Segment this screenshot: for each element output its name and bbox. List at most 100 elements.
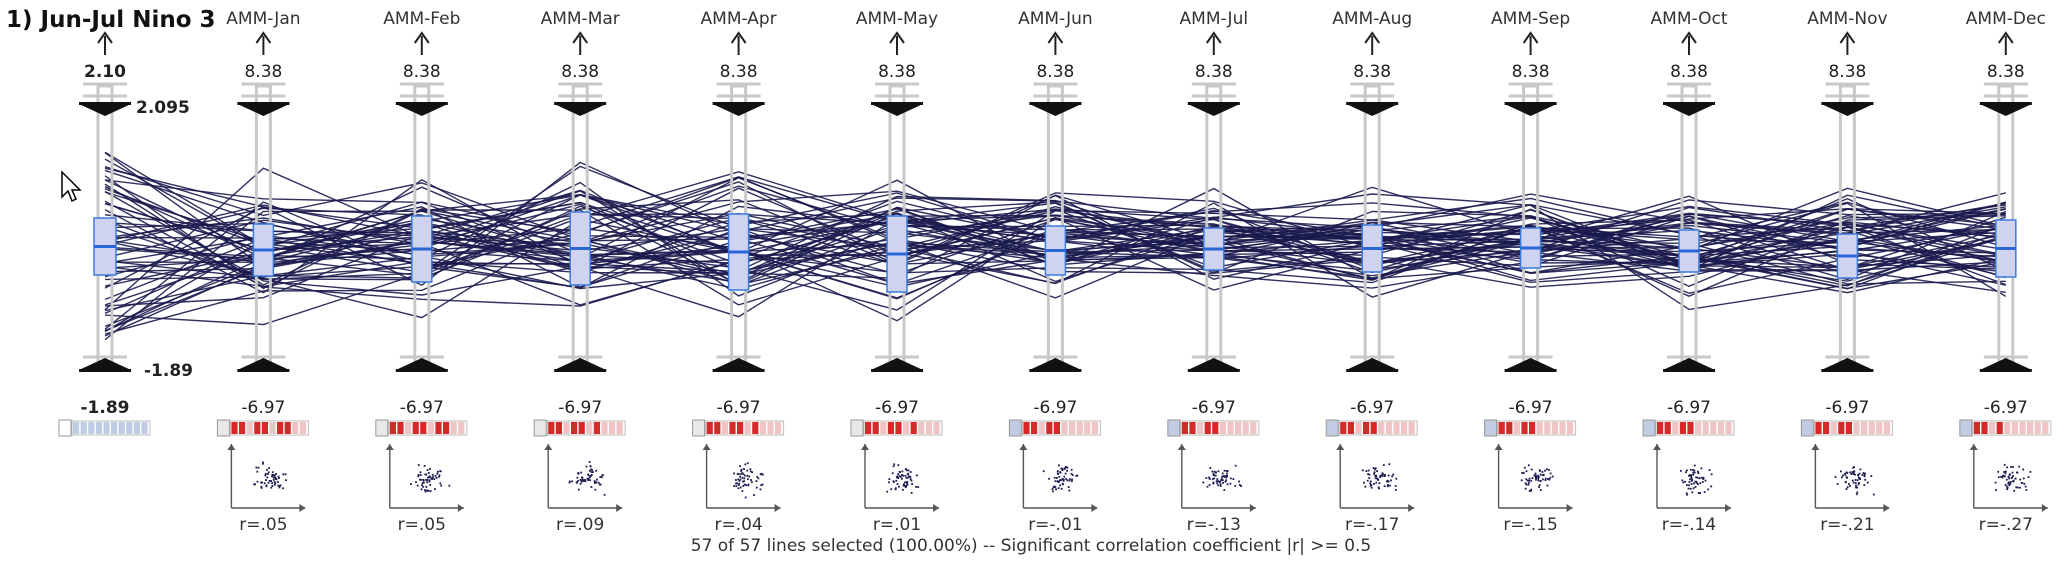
axis-label: AMM-Jun	[1018, 9, 1093, 29]
predictor-axis[interactable]	[1187, 31, 1240, 372]
correlation-coefficient: r=-.14	[1662, 515, 1716, 535]
axis-top-value: 8.38	[878, 62, 916, 82]
target-range-max-label: 2.095	[136, 98, 190, 118]
up-arrow-icon	[413, 31, 430, 44]
upper-range-handle[interactable]	[237, 104, 290, 116]
upper-range-handle[interactable]	[1663, 104, 1715, 116]
target-top-value: 2.10	[84, 62, 126, 82]
correlation-coefficient: r=-.27	[1979, 515, 2033, 535]
lower-range-handle[interactable]	[79, 358, 131, 370]
axis-top-value: 8.38	[1987, 62, 2025, 82]
predictor-axis[interactable]	[1346, 31, 1399, 372]
mini-scatterplot	[861, 444, 939, 512]
upper-range-handle[interactable]	[554, 104, 607, 116]
predictor-axis[interactable]	[1029, 31, 1082, 372]
lower-range-handle[interactable]	[1029, 358, 1082, 370]
correlation-legend-strip	[692, 419, 785, 437]
axis-label: AMM-Mar	[541, 9, 620, 29]
predictor-axis[interactable]	[554, 31, 607, 372]
mini-scatterplot	[1653, 444, 1731, 512]
axis-label: AMM-Jan	[226, 9, 300, 29]
target-axis[interactable]	[79, 31, 131, 372]
upper-range-handle[interactable]	[1346, 104, 1399, 116]
mini-scatterplot	[1336, 444, 1415, 512]
upper-range-handle[interactable]	[1029, 104, 1082, 116]
lower-range-handle[interactable]	[1821, 358, 1874, 370]
predictor-axis[interactable]	[1821, 31, 1874, 372]
correlation-coefficient: r=.04	[714, 515, 762, 535]
lower-range-handle[interactable]	[554, 358, 607, 370]
upper-range-handle[interactable]	[1979, 104, 2032, 116]
upper-range-handle[interactable]	[1187, 104, 1240, 116]
up-arrow-icon	[730, 31, 747, 44]
panel-title: 1) Jun-Jul Nino 3	[6, 7, 216, 33]
correlation-legend-strip	[1008, 419, 1101, 437]
correlation-legend-strip	[1642, 419, 1735, 437]
lower-range-handle[interactable]	[395, 358, 448, 370]
correlation-legend-strip	[1325, 419, 1418, 437]
up-arrow-icon	[97, 31, 113, 44]
axis-bottom-value: -6.97	[1825, 398, 1869, 418]
mouse-cursor-icon	[61, 170, 82, 203]
upper-range-handle[interactable]	[395, 104, 448, 116]
axis-label: AMM-Aug	[1332, 9, 1412, 29]
axis-top-value: 8.38	[1353, 62, 1391, 82]
axis-label: AMM-Sep	[1491, 9, 1570, 29]
axis-top-value: 8.38	[1036, 62, 1074, 82]
lower-range-handle[interactable]	[1346, 358, 1399, 370]
axis-bottom-value: -6.97	[875, 398, 919, 418]
up-arrow-icon	[572, 31, 589, 44]
up-arrow-icon	[1522, 31, 1539, 44]
axis-top-value: 8.38	[1512, 62, 1550, 82]
axis-label: AMM-Feb	[383, 9, 460, 29]
lower-range-handle[interactable]	[1663, 358, 1715, 370]
correlation-legend-strip	[58, 419, 151, 437]
target-bottom-value: -1.89	[81, 398, 130, 418]
lower-range-handle[interactable]	[237, 358, 290, 370]
up-arrow-icon	[1205, 31, 1222, 44]
correlation-legend-strip	[1959, 419, 2052, 437]
axis-label: AMM-Oct	[1651, 9, 1728, 29]
axis-label: AMM-Nov	[1807, 9, 1887, 29]
axis-top-value: 8.38	[1670, 62, 1708, 82]
predictor-axis[interactable]	[871, 31, 923, 372]
predictor-axis[interactable]	[237, 31, 290, 372]
correlation-coefficient: r=.09	[556, 515, 604, 535]
target-range-min-label: -1.89	[144, 361, 193, 381]
correlation-coefficient: r=.05	[239, 515, 287, 535]
mini-scatterplot	[702, 444, 781, 512]
lower-range-handle[interactable]	[1187, 358, 1240, 370]
predictor-axis[interactable]	[1663, 31, 1715, 372]
axis-top-value: 8.38	[1195, 62, 1233, 82]
lower-range-handle[interactable]	[712, 358, 765, 370]
mini-scatterplot	[1811, 444, 1890, 512]
upper-range-handle[interactable]	[1821, 104, 1874, 116]
up-arrow-icon	[889, 31, 905, 44]
lower-range-handle[interactable]	[1979, 358, 2032, 370]
up-arrow-icon	[1047, 31, 1064, 44]
predictor-axis[interactable]	[712, 31, 765, 372]
correlation-legend-strip	[533, 419, 626, 437]
predictor-axis[interactable]	[1979, 31, 2032, 372]
axis-bottom-value: -6.97	[1984, 398, 2028, 418]
correlation-legend-strip	[375, 419, 468, 437]
predictor-axis[interactable]	[395, 31, 448, 372]
upper-range-handle[interactable]	[871, 104, 923, 116]
axis-bottom-value: -6.97	[400, 398, 444, 418]
upper-range-handle[interactable]	[712, 104, 765, 116]
axis-label: AMM-Apr	[701, 9, 777, 29]
axis-top-value: 8.38	[561, 62, 599, 82]
correlation-coefficient: r=-.21	[1820, 515, 1874, 535]
lower-range-handle[interactable]	[1504, 358, 1557, 370]
axis-bottom-value: -6.97	[1033, 398, 1077, 418]
predictor-axis[interactable]	[1504, 31, 1557, 372]
axis-bottom-value: -6.97	[1509, 398, 1553, 418]
correlation-legend-strip	[850, 419, 943, 437]
correlation-coefficient: r=-.15	[1503, 515, 1557, 535]
axis-label: AMM-Dec	[1966, 9, 2046, 29]
upper-range-handle[interactable]	[79, 104, 131, 116]
lower-range-handle[interactable]	[871, 358, 923, 370]
upper-range-handle[interactable]	[1504, 104, 1557, 116]
up-arrow-icon	[1681, 31, 1697, 44]
